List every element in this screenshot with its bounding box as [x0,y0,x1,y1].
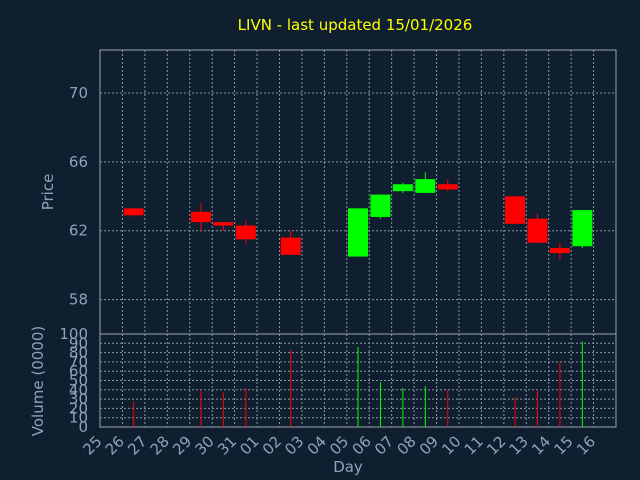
candle-body [549,247,570,254]
volume-axis-label: Volume (0000) [29,326,47,436]
candle-30 [213,222,234,231]
candle-body [392,184,413,192]
candle-26 [123,208,144,217]
candle-body [348,208,368,257]
candle-body [437,184,458,190]
candle-body [505,196,526,224]
chart-title: LIVN - last updated 15/01/2026 [238,16,473,34]
candle-body [213,222,234,226]
volume-tick-label: 30 [69,390,88,408]
candle-body [235,225,256,240]
candle-body [527,218,548,243]
x-tick-label: 16 [573,432,599,458]
candle-14 [549,242,570,260]
candle-body [280,237,301,255]
x-axis-label: Day [333,458,363,476]
candle-31 [235,220,256,245]
candle-15 [572,210,593,248]
volume-tick-label: 0 [78,418,88,436]
volume-tick-label: 40 [69,381,88,399]
volume-tick-label: 20 [69,399,88,417]
x-axis: 2526272829303101020304050607080910111213… [79,432,599,458]
candle-12 [505,196,526,224]
volume-tick-label: 100 [59,325,88,343]
price-tick-label: 58 [69,291,88,309]
candle-05 [348,208,368,257]
candle-body [370,194,391,217]
candle-09 [437,179,458,192]
candle-06 [370,194,391,219]
volume-tick-label: 10 [69,409,88,427]
candle-29 [190,203,211,231]
candle-13 [527,213,548,243]
volume-tick-label: 60 [69,362,88,380]
candle-07 [392,182,413,193]
volume-tick-label: 90 [69,334,88,352]
price-tick-label: 70 [69,84,88,102]
price-tick-label: 62 [69,222,88,240]
volume-tick-label: 70 [69,353,88,371]
candle-08 [415,172,436,193]
candle-body [123,208,144,216]
candle-body [415,179,436,193]
candle-body [572,210,593,247]
volume-tick-label: 50 [69,372,88,390]
price-panel: 58 62 66 70 [69,49,617,335]
candle-02 [280,230,301,255]
volume-tick-label: 80 [69,344,88,362]
price-axis-label: Price [39,174,57,211]
candle-body [190,211,211,223]
price-tick-label: 66 [69,153,88,171]
